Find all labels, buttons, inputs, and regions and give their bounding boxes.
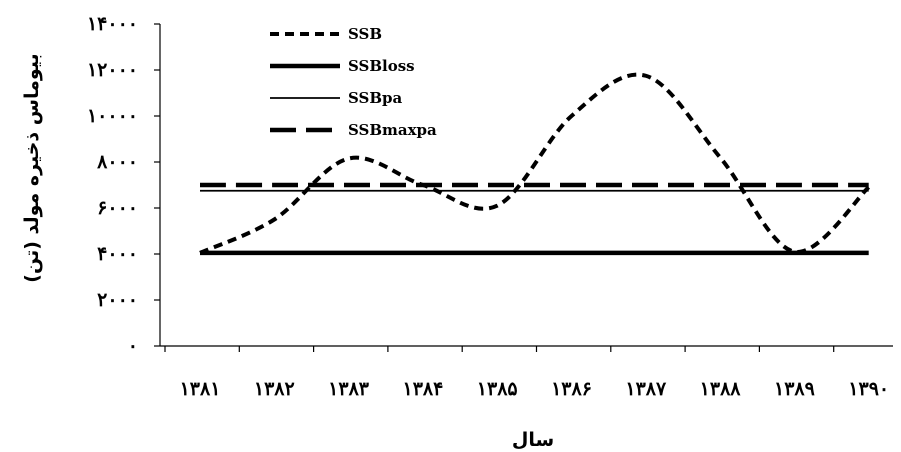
legend-label-ssbmaxpa: SSBmaxpa: [348, 121, 437, 139]
x-tick-label: ۱۳۸۸: [700, 378, 742, 400]
y-tick-label: ۲۰۰۰: [97, 289, 138, 311]
x-axis-title: سال: [512, 429, 554, 451]
y-tick-label: ۱۲۰۰۰: [87, 59, 138, 81]
series-layer: [199, 72, 871, 256]
legend-label-ssbloss: SSBloss: [348, 57, 415, 75]
y-ticks: ۰ ۲۰۰۰ ۴۰۰۰ ۶۰۰۰ ۸۰۰۰ ۱۰۰۰۰ ۱۲۰۰۰ ۱۴۰۰۰: [87, 13, 160, 357]
legend-label-ssb: SSB: [348, 25, 382, 43]
x-tick-label: ۱۳۸۱: [180, 378, 221, 400]
legend: SSB SSBloss SSBpa SSBmaxpa: [270, 25, 437, 139]
y-tick-label: ۴۰۰۰: [97, 243, 138, 265]
axes: [159, 24, 893, 347]
x-tick-label: ۱۳۸۳: [328, 378, 370, 400]
x-tick-label: ۱۳۸۵: [477, 378, 518, 400]
y-axis-title: بیوماس ذخیره مولد (تن): [21, 53, 43, 282]
x-ticks: ۱۳۸۱ ۱۳۸۲ ۱۳۸۳ ۱۳۸۴ ۱۳۸۵ ۱۳۸۶ ۱۳۸۷ ۱۳۸۸ ۱۳۸۹ ۱۳۹۰: [164, 346, 889, 400]
y-tick-label: ۱۰۰۰۰: [87, 105, 138, 127]
series-line-ssb: [199, 72, 871, 255]
x-tick-label: ۱۳۸۲: [254, 378, 295, 400]
x-tick-label: ۱۳۸۹: [774, 378, 815, 400]
x-tick-label: ۱۳۹۰: [848, 378, 889, 400]
x-tick-label: ۱۳۸۴: [402, 378, 443, 400]
y-tick-label: ۱۴۰۰۰: [87, 13, 138, 35]
x-tick-label: ۱۳۸۶: [551, 378, 592, 400]
legend-label-ssbpa: SSBpa: [348, 89, 403, 107]
y-tick-label: ۶۰۰۰: [97, 197, 138, 219]
y-tick-label: ۰: [128, 335, 138, 357]
x-tick-label: ۱۳۸۷: [625, 378, 667, 400]
y-tick-label: ۸۰۰۰: [96, 151, 138, 173]
